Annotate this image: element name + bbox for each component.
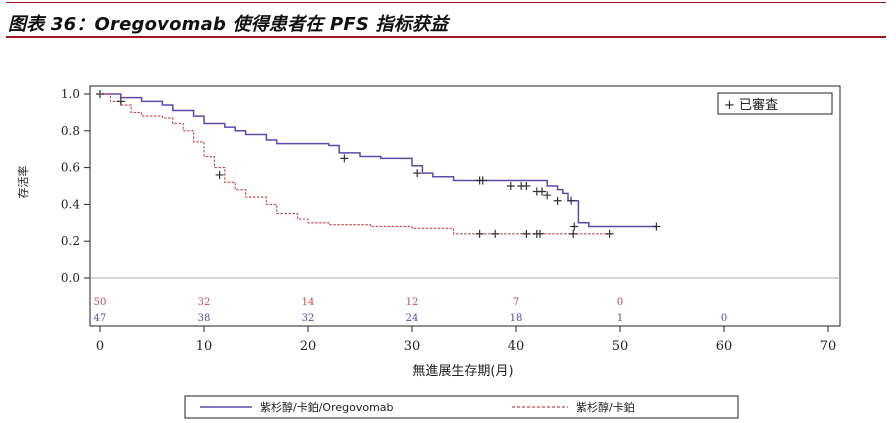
at-risk-control-count: 12 bbox=[406, 297, 419, 308]
at-risk-control-count: 7 bbox=[513, 297, 519, 308]
y-tick-label: 1.0 bbox=[61, 87, 80, 101]
at-risk-control-count: 50 bbox=[94, 297, 107, 308]
censor-mark bbox=[570, 222, 579, 231]
at-risk-oregovomab-count: 32 bbox=[302, 313, 315, 324]
y-tick-label: 0.6 bbox=[61, 161, 80, 175]
at-risk-oregovomab-count: 18 bbox=[510, 313, 523, 324]
x-tick-label: 70 bbox=[820, 339, 837, 354]
figure-title: 图表 36：Oregovomab 使得患者在 PFS 指标获益 bbox=[8, 14, 449, 35]
censor-mark bbox=[413, 169, 422, 178]
censor-legend-box bbox=[717, 92, 833, 115]
at-risk-oregovomab-count: 47 bbox=[94, 313, 107, 324]
censor-mark bbox=[340, 154, 349, 163]
survival-curves bbox=[96, 90, 661, 238]
censor-mark bbox=[116, 97, 125, 106]
at-risk-control-count: 32 bbox=[198, 297, 211, 308]
at-risk-oregovomab-count: 0 bbox=[721, 313, 727, 324]
x-tick-label: 50 bbox=[612, 339, 629, 354]
censor-mark bbox=[535, 229, 544, 238]
x-tick-label: 20 bbox=[300, 339, 317, 354]
at-risk-control-count: 0 bbox=[617, 297, 623, 308]
y-tick-label: 0.4 bbox=[61, 197, 80, 211]
y-axis: 0.0 0.2 0.4 0.6 0.8 1.0 bbox=[61, 87, 90, 285]
figure-title-bar: 图表 36：Oregovomab 使得患者在 PFS 指标获益 bbox=[6, 2, 886, 38]
x-tick-label: 40 bbox=[508, 339, 525, 354]
legend-label-control: 紫杉醇/卡鉑 bbox=[576, 400, 635, 414]
series-legend-box bbox=[184, 395, 739, 419]
y-tick-label: 0.2 bbox=[61, 234, 80, 248]
censor-mark bbox=[569, 229, 578, 238]
censor-mark bbox=[553, 196, 562, 205]
x-tick-label: 30 bbox=[404, 339, 421, 354]
y-axis-label: 存活率 bbox=[16, 166, 30, 199]
censor-mark bbox=[522, 229, 531, 238]
censor-legend-label: + 已審査 bbox=[724, 98, 778, 113]
curve-control bbox=[100, 93, 610, 235]
censor-mark bbox=[506, 182, 515, 190]
at-risk-table: 50 47 32 38 14 32 12 24 7 18 0 1 0 bbox=[94, 297, 728, 324]
censor-mark bbox=[491, 229, 500, 238]
x-tick-label: 10 bbox=[196, 339, 213, 354]
x-axis: 0 10 20 30 40 50 60 70 bbox=[96, 326, 836, 354]
censor-mark bbox=[215, 170, 224, 179]
x-tick-label: 0 bbox=[96, 339, 104, 354]
censor-mark bbox=[652, 222, 661, 231]
y-tick-label: 0.8 bbox=[61, 124, 80, 138]
legend-label-oregovomab: 紫杉醇/卡鉑/Oregovomab bbox=[260, 400, 394, 414]
censor-mark bbox=[538, 187, 546, 196]
censor-mark bbox=[567, 196, 576, 205]
x-axis-label: 無進展生存期(月) bbox=[412, 364, 513, 379]
censor-mark bbox=[478, 176, 487, 185]
at-risk-control-count: 14 bbox=[302, 297, 315, 308]
plot-frame bbox=[89, 85, 841, 327]
at-risk-oregovomab-count: 38 bbox=[198, 313, 211, 324]
censor-mark bbox=[522, 182, 531, 190]
censor-mark bbox=[543, 191, 552, 200]
at-risk-oregovomab-count: 1 bbox=[617, 313, 623, 324]
x-tick-label: 60 bbox=[716, 339, 733, 354]
curve-oregovomab bbox=[100, 93, 657, 228]
y-tick-label: 0.0 bbox=[61, 271, 80, 285]
censor-mark bbox=[605, 229, 614, 238]
censor-mark bbox=[475, 229, 484, 238]
at-risk-oregovomab-count: 24 bbox=[406, 313, 419, 324]
